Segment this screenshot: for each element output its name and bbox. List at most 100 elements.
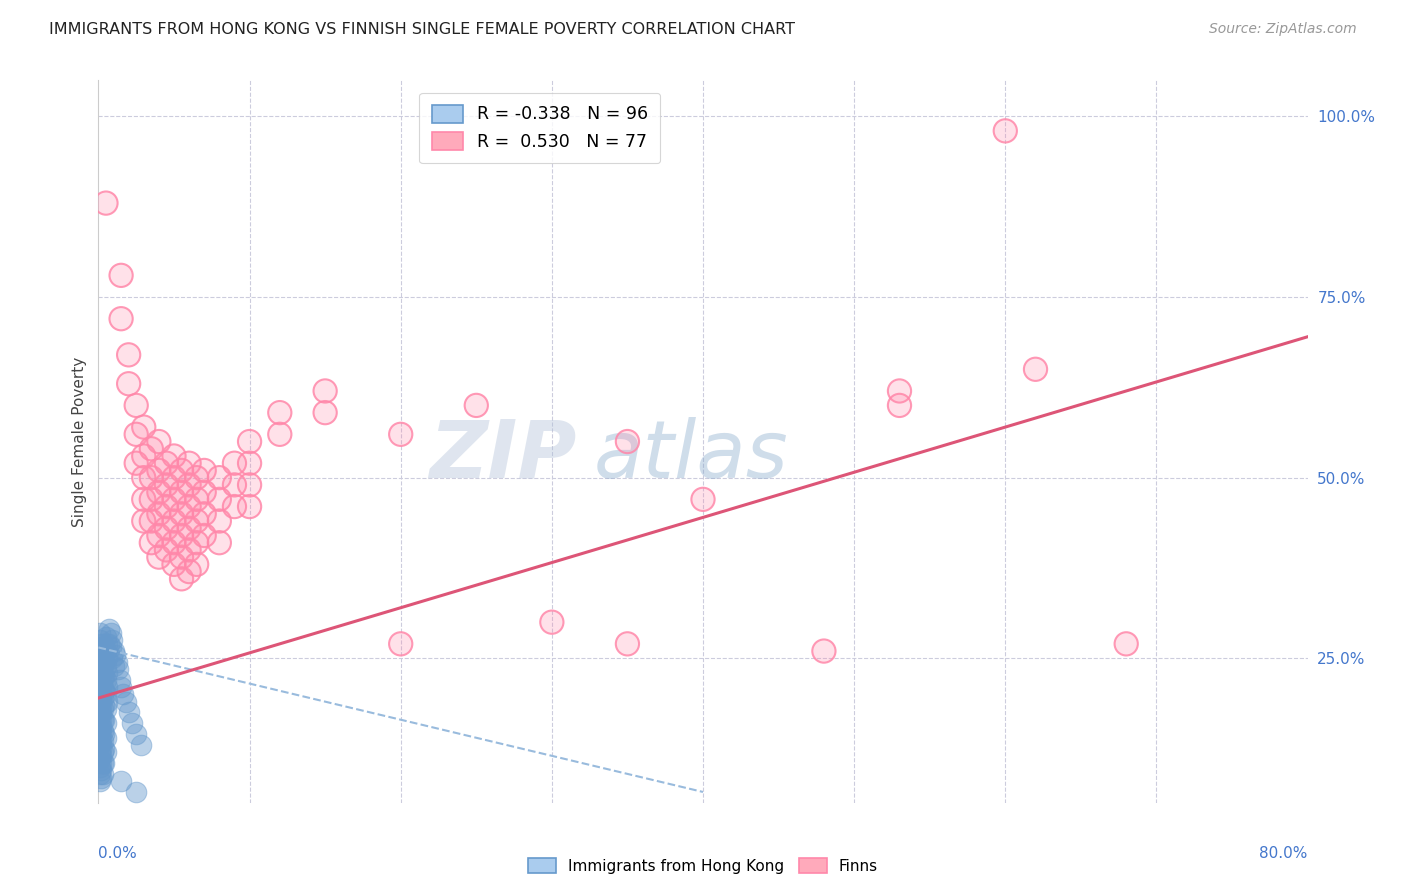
Point (269, 427, 291, 442)
Point (155, 542, 177, 557)
Point (89, 709, 111, 723)
Point (314, 384, 336, 398)
Point (125, 456, 148, 470)
Point (94, 630, 117, 644)
Point (101, 651, 124, 665)
Point (110, 680, 132, 694)
Point (141, 514, 163, 528)
Point (208, 471, 231, 485)
Point (186, 535, 208, 549)
Point (125, 727, 148, 741)
Point (239, 500, 262, 514)
Point (170, 528, 193, 542)
Point (110, 268, 132, 283)
Point (90, 734, 112, 748)
Point (94, 702, 117, 716)
Point (155, 456, 177, 470)
Legend: Immigrants from Hong Kong, Finns: Immigrants from Hong Kong, Finns (522, 852, 884, 880)
Point (170, 485, 193, 500)
Point (101, 633, 124, 648)
Point (91, 734, 114, 748)
Point (90, 691, 112, 706)
Point (148, 550, 170, 565)
Point (179, 542, 201, 557)
Point (111, 687, 134, 701)
Point (179, 565, 201, 579)
Point (616, 637, 638, 651)
Point (148, 528, 170, 542)
Point (87, 665, 110, 680)
Point (93, 698, 115, 713)
Text: atlas: atlas (595, 417, 789, 495)
Point (163, 558, 186, 572)
Point (132, 492, 155, 507)
Point (94, 658, 117, 673)
Point (179, 542, 201, 557)
Point (239, 434, 262, 449)
Point (94, 196, 117, 211)
Point (224, 478, 246, 492)
Text: 0.0%: 0.0% (98, 847, 138, 861)
Point (179, 521, 201, 535)
Point (89, 752, 111, 766)
Point (96, 665, 118, 680)
Point (89, 695, 111, 709)
Point (91, 756, 114, 770)
Point (125, 427, 148, 442)
Point (155, 521, 177, 535)
Point (208, 535, 231, 549)
Point (110, 311, 132, 326)
Point (692, 492, 714, 507)
Point (90, 662, 112, 676)
Point (179, 478, 201, 492)
Point (141, 535, 163, 549)
Point (179, 565, 201, 579)
Point (132, 420, 155, 434)
Point (141, 442, 163, 456)
Point (179, 456, 201, 470)
Point (89, 626, 111, 640)
Point (193, 507, 215, 521)
Point (91, 723, 114, 738)
Point (163, 471, 186, 485)
Point (163, 514, 186, 528)
Point (170, 463, 193, 477)
Point (94, 745, 117, 759)
Point (155, 521, 177, 535)
Point (179, 500, 201, 514)
Point (1024, 362, 1046, 376)
Point (170, 550, 193, 565)
Point (93, 655, 115, 669)
Point (616, 434, 638, 449)
Point (87, 738, 110, 752)
Point (239, 456, 262, 470)
Point (125, 785, 148, 799)
Point (141, 471, 163, 485)
Point (889, 398, 911, 412)
Point (90, 698, 112, 713)
Point (1115, 637, 1137, 651)
Point (141, 514, 163, 528)
Point (90, 713, 112, 727)
Y-axis label: Single Female Poverty: Single Female Poverty (72, 357, 87, 526)
Point (87, 709, 110, 723)
Point (170, 528, 193, 542)
Point (91, 745, 114, 759)
Point (994, 124, 1017, 138)
Point (170, 485, 193, 500)
Point (89, 767, 111, 781)
Point (179, 478, 201, 492)
Text: 80.0%: 80.0% (1260, 847, 1308, 861)
Point (91, 713, 114, 727)
Point (91, 680, 114, 694)
Point (148, 463, 170, 477)
Point (269, 406, 291, 420)
Point (105, 655, 128, 669)
Point (90, 676, 112, 690)
Point (155, 456, 177, 470)
Point (193, 528, 215, 542)
Point (118, 376, 141, 391)
Point (89, 774, 111, 789)
Point (118, 376, 141, 391)
Point (90, 748, 112, 763)
